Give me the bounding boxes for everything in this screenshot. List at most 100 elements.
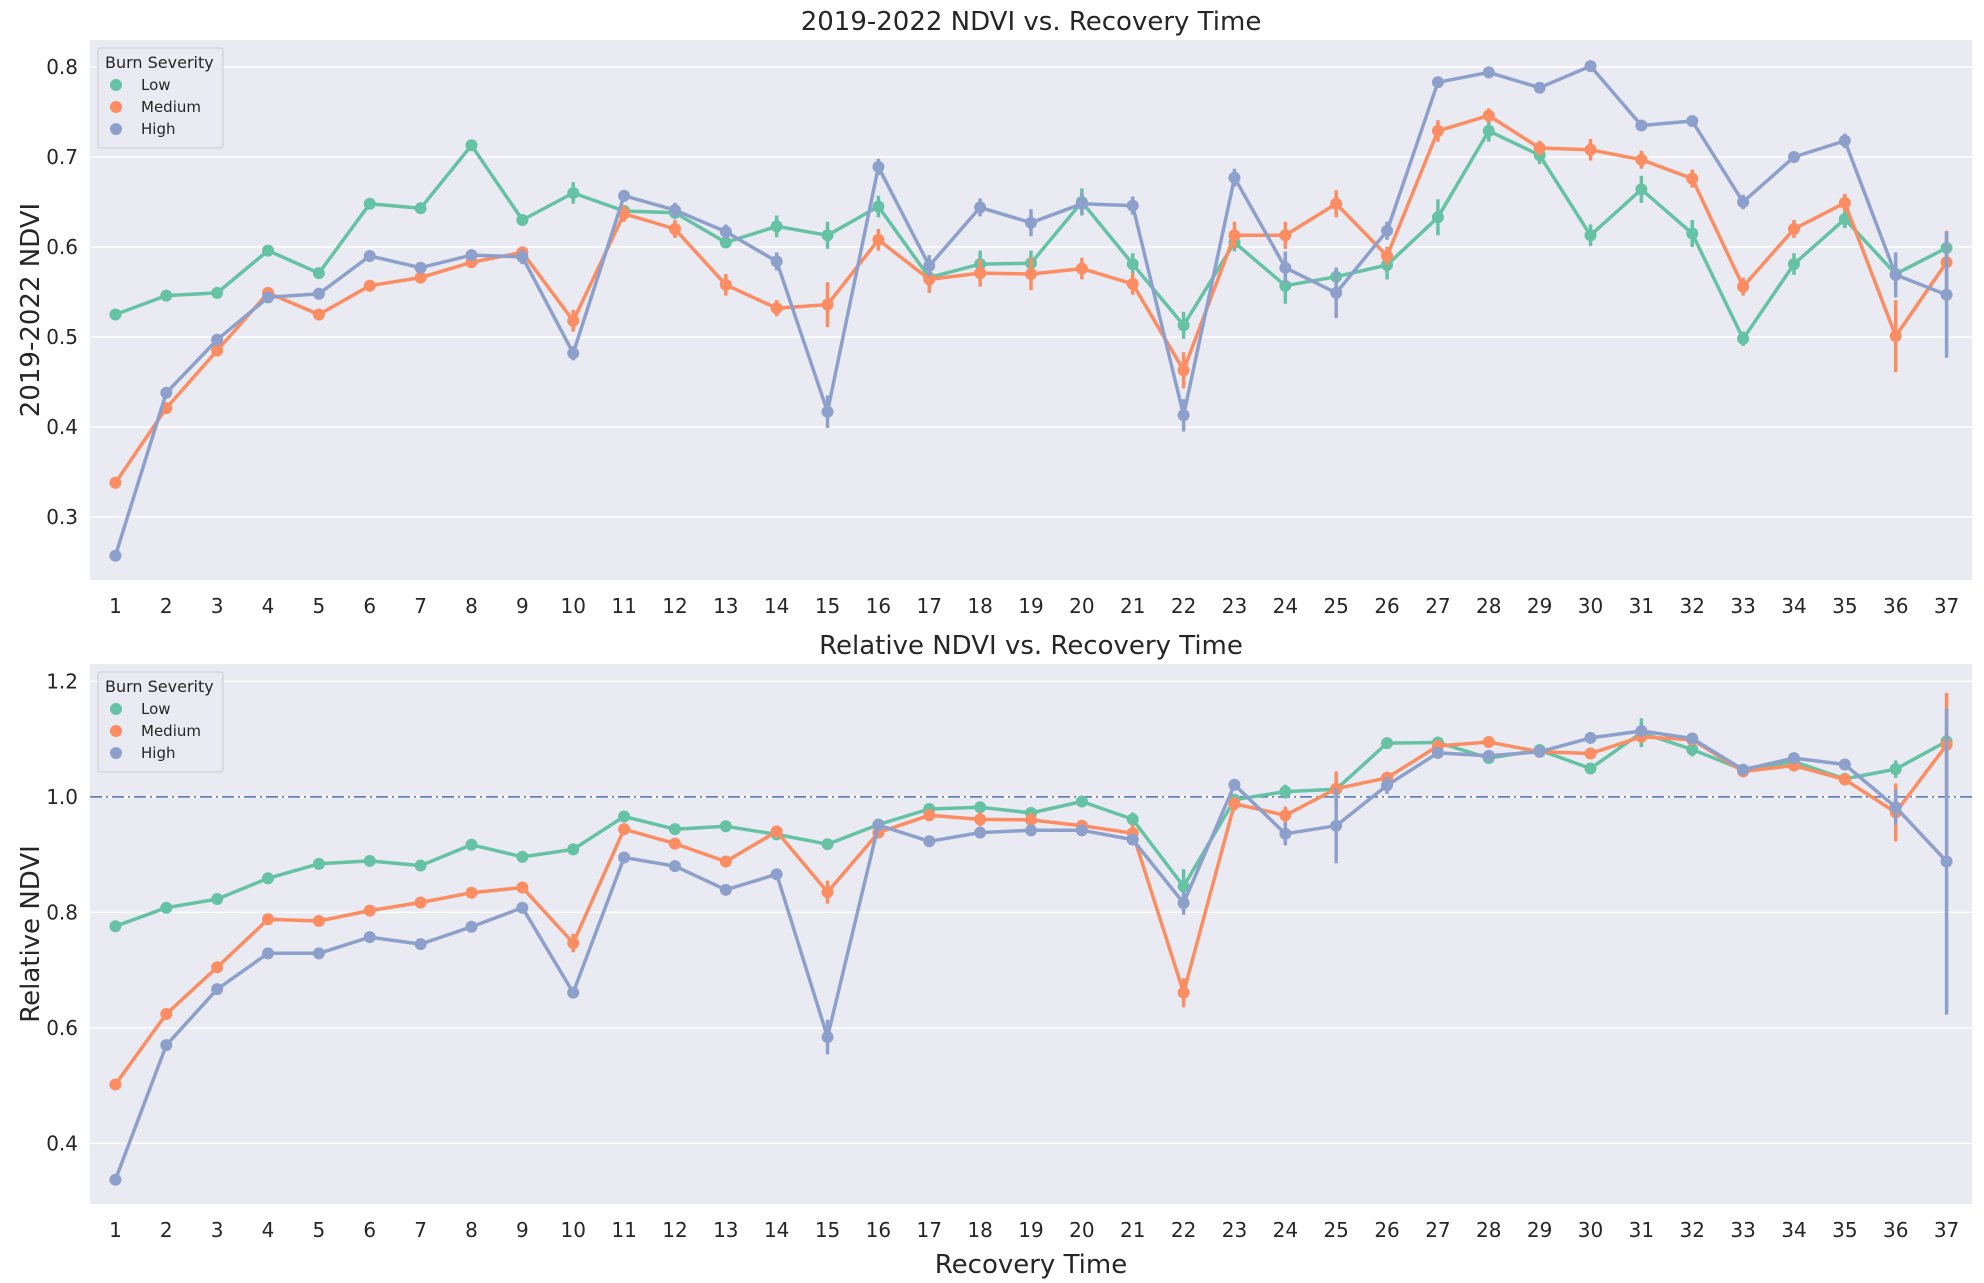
x-tick-label: 14 [764,1218,789,1242]
data-point [1482,749,1495,762]
x-tick-label: 35 [1832,594,1857,618]
x-tick-label: 23 [1222,594,1247,618]
x-tick-label: 35 [1832,1218,1857,1242]
y-tick-label: 0.5 [46,325,78,349]
data-point [821,838,834,851]
x-tick-label: 9 [516,1218,529,1242]
data-point [1330,197,1343,210]
x-tick-label: 17 [917,1218,942,1242]
data-point [1381,737,1394,750]
data-point [1025,813,1037,826]
data-point [1126,258,1139,271]
data-point [262,872,275,885]
data-point [414,261,427,274]
x-tick-label: 1 [109,1218,122,1242]
x-tick-label: 26 [1374,1218,1399,1242]
x-tick-label: 4 [262,594,275,618]
x-tick-label: 18 [967,1218,992,1242]
data-point [1279,809,1292,822]
data-point [1787,258,1800,271]
series-layer [109,692,1953,1186]
x-tick-label: 37 [1934,1218,1959,1242]
data-point [1889,268,1902,281]
data-point [567,314,580,327]
data-point [1126,277,1139,290]
data-point [1431,746,1444,759]
data-point [414,202,427,215]
data-point [1838,196,1851,209]
data-point [821,886,834,899]
data-point [872,200,885,213]
data-point [618,810,631,823]
data-point [1686,732,1699,745]
data-point [211,344,224,357]
data-point [312,857,325,870]
data-point [668,823,681,836]
data-point [1584,747,1597,760]
data-point [1737,763,1750,776]
data-point [719,278,732,291]
data-point [1635,724,1648,737]
x-tick-label: 21 [1120,1218,1145,1242]
data-point [160,386,173,399]
data-point [668,837,681,850]
x-tick-label: 6 [363,1218,376,1242]
x-tick-label: 32 [1680,594,1705,618]
data-point [1279,229,1292,242]
data-point [1533,142,1546,154]
data-point [618,823,631,836]
x-tick-label: 7 [414,1218,427,1242]
data-point [872,233,885,246]
chart-title: 2019-2022 NDVI vs. Recovery Time [801,7,1262,37]
data-point [211,983,224,996]
data-point [1228,797,1241,810]
series-high [109,708,1953,1186]
legend-label: High [141,120,175,138]
x-tick-label: 16 [866,594,891,618]
x-tick-label: 12 [662,594,687,618]
data-point [1737,196,1750,208]
data-point [1737,280,1750,293]
data-point [1279,279,1292,292]
data-point [465,139,478,152]
data-point [668,860,681,873]
data-point [1177,409,1190,422]
x-tick-label: 8 [465,1218,478,1242]
legend: Burn Severity Low Medium High [97,47,224,149]
data-point [567,986,580,999]
data-point [1025,216,1037,229]
x-tick-label: 17 [917,594,942,618]
data-point [211,333,224,346]
x-tick-label: 12 [662,1218,687,1242]
data-point [516,901,529,914]
data-point [363,931,376,944]
data-point [160,1039,173,1052]
data-point [923,809,936,822]
data-point [363,279,376,292]
legend-marker [110,703,122,715]
data-point [516,850,529,863]
data-point [1482,66,1495,79]
data-point [974,801,987,814]
data-point [312,308,325,321]
data-point [1686,743,1699,756]
data-point [923,273,936,286]
x-tick-label: 8 [465,594,478,618]
data-point [719,820,732,833]
data-point [618,851,631,864]
data-point [1075,197,1088,210]
data-point [211,286,224,299]
data-point [668,223,681,235]
legend-label: High [141,744,175,762]
x-tick-label: 37 [1934,594,1959,618]
data-point [414,896,427,909]
y-tick-label: 0.4 [46,415,78,439]
data-point [567,347,580,360]
data-point [465,249,478,262]
x-tick-label: 10 [560,1218,585,1242]
data-point [1635,153,1648,166]
data-point [109,1078,122,1091]
data-point [1431,76,1444,89]
x-tick-label: 6 [363,594,376,618]
